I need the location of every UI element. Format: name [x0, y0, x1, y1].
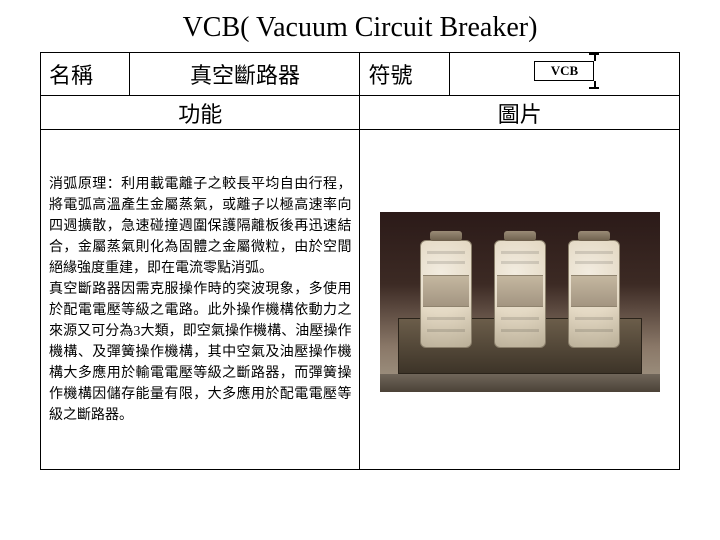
- image-label-cell: 圖片: [360, 96, 680, 130]
- vcb-symbol: VCB: [520, 53, 608, 89]
- vcb-housing: [380, 374, 660, 392]
- symbol-cell: VCB: [449, 53, 679, 96]
- table-row: 消弧原理：利用載電離子之較長平均自由行程，將電弧高溫產生金屬蒸氣，或離子以極高速…: [41, 130, 680, 470]
- symbol-label-cell: 符號: [360, 53, 449, 96]
- table-row: 名稱 真空斷路器 符號 VCB: [41, 53, 680, 96]
- vcb-photo: [380, 212, 660, 392]
- page-title: VCB( Vacuum Circuit Breaker): [0, 0, 720, 52]
- vcb-interrupter: [420, 240, 472, 348]
- name-label-cell: 名稱: [41, 53, 130, 96]
- table-row: 功能 圖片: [41, 96, 680, 130]
- vcb-interrupter: [494, 240, 546, 348]
- vcb-interrupter: [568, 240, 620, 348]
- info-table: 名稱 真空斷路器 符號 VCB 功能 圖片 消弧原理：利用載電離子之較長平均自由…: [40, 52, 680, 470]
- function-label-cell: 功能: [41, 96, 360, 130]
- name-value-cell: 真空斷路器: [130, 53, 360, 96]
- symbol-text: VCB: [534, 61, 594, 81]
- function-body-text: 消弧原理：利用載電離子之較長平均自由行程，將電弧高溫產生金屬蒸氣，或離子以極高速…: [49, 174, 351, 426]
- image-cell: [360, 130, 680, 470]
- function-body-cell: 消弧原理：利用載電離子之較長平均自由行程，將電弧高溫產生金屬蒸氣，或離子以極高速…: [41, 130, 360, 470]
